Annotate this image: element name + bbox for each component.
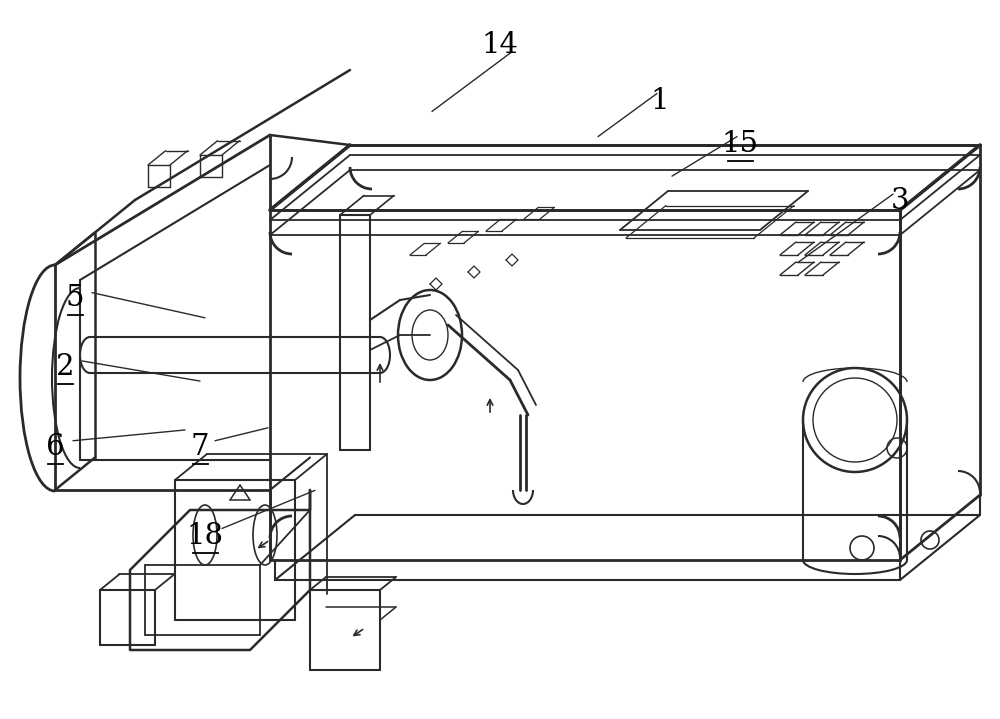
Text: 3: 3: [891, 188, 909, 215]
Text: 18: 18: [186, 522, 224, 549]
Text: 14: 14: [482, 31, 518, 58]
Text: 2: 2: [56, 353, 74, 380]
Text: 15: 15: [722, 130, 759, 157]
Text: 1: 1: [651, 87, 669, 114]
Text: 6: 6: [46, 434, 64, 461]
Text: 7: 7: [191, 434, 209, 461]
Text: 5: 5: [66, 285, 84, 312]
